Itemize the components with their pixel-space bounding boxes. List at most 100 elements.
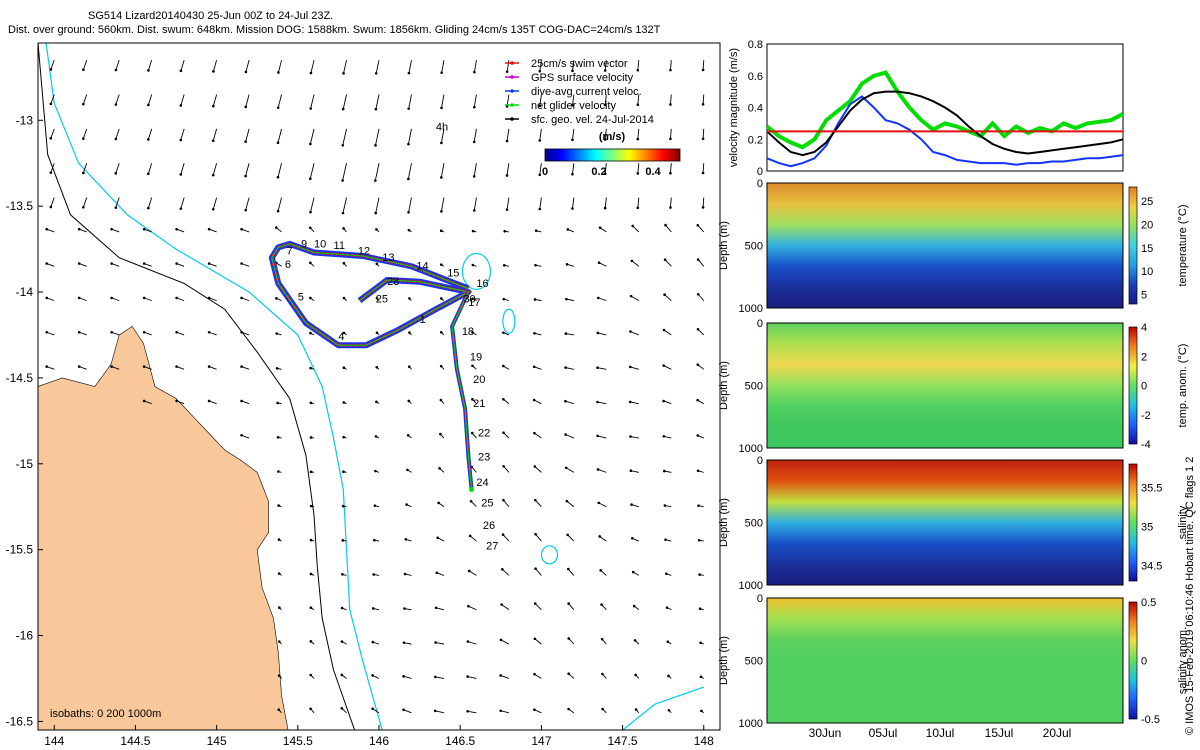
surface-velocity-arrowhead bbox=[77, 365, 81, 368]
surface-velocity-arrowhead bbox=[341, 539, 345, 542]
surface-velocity-arrowhead bbox=[207, 365, 211, 368]
surface-velocity-arrow bbox=[440, 128, 445, 144]
surface-velocity-arrowhead bbox=[534, 229, 538, 233]
colorbar-tick: 34.5 bbox=[1141, 560, 1162, 572]
surface-velocity-arrow bbox=[670, 94, 672, 105]
surface-velocity-arrow bbox=[597, 435, 607, 439]
land-polygon bbox=[38, 325, 289, 730]
map-panel: 4h9 10 11 121314151617181920212223242526272… bbox=[6, 42, 721, 748]
surface-velocity-arrowhead bbox=[669, 68, 672, 72]
surface-velocity-arrowhead bbox=[701, 206, 705, 209]
surface-velocity-arrow bbox=[82, 128, 88, 139]
surface-velocity-arrowhead bbox=[701, 137, 705, 140]
surface-velocity-arrowhead bbox=[240, 330, 243, 334]
surface-velocity-arrowhead bbox=[45, 262, 49, 265]
surface-velocity-arrowhead bbox=[342, 401, 346, 404]
surface-velocity-arrow bbox=[631, 260, 640, 267]
surface-velocity-arrow bbox=[572, 197, 575, 209]
surface-velocity-arrowhead bbox=[142, 330, 146, 334]
surface-velocity-arrowhead bbox=[277, 504, 280, 507]
surface-velocity-arrowhead bbox=[669, 171, 672, 175]
surface-velocity-arrow bbox=[180, 128, 185, 141]
heatmap-y-label: Depth (m) bbox=[718, 221, 730, 270]
surface-velocity-arrow bbox=[212, 94, 218, 107]
surface-velocity-arrowhead bbox=[533, 431, 536, 435]
surface-velocity-arrow bbox=[82, 197, 88, 208]
surface-velocity-arrowhead bbox=[533, 708, 536, 712]
surface-velocity-arrowhead bbox=[309, 470, 313, 474]
surface-velocity-arrowhead bbox=[407, 142, 410, 146]
surface-velocity-arrowhead bbox=[598, 535, 602, 538]
surface-velocity-arrowhead bbox=[566, 533, 569, 537]
surface-velocity-arrowhead bbox=[207, 262, 211, 265]
surface-velocity-arrow bbox=[632, 225, 640, 233]
surface-velocity-arrow bbox=[702, 94, 705, 105]
surface-velocity-arrowhead bbox=[565, 263, 569, 266]
surface-velocity-arrow bbox=[241, 297, 250, 302]
surface-velocity-arrowhead bbox=[175, 296, 178, 300]
surface-velocity-arrowhead bbox=[309, 707, 312, 711]
colorbar bbox=[1128, 463, 1138, 582]
surface-velocity-arrowhead bbox=[240, 399, 243, 403]
surface-velocity-arrowhead bbox=[406, 434, 410, 437]
surface-velocity-arrow bbox=[435, 676, 445, 679]
track-day-label: 9 bbox=[301, 238, 307, 250]
surface-velocity-arrowhead bbox=[407, 228, 411, 232]
surface-velocity-arrowhead bbox=[276, 106, 280, 109]
legend-label: sfc. geo. vel. 24-Jul-2014 bbox=[531, 114, 654, 126]
surface-velocity-arrowhead bbox=[309, 640, 313, 643]
surface-velocity-arrowhead bbox=[341, 179, 344, 182]
colorbar-tick: 15 bbox=[1141, 243, 1153, 255]
surface-velocity-arrow bbox=[245, 163, 250, 177]
surface-velocity-arrow bbox=[604, 163, 607, 174]
surface-velocity-arrowhead bbox=[564, 399, 567, 403]
colorbar-tick: 35.5 bbox=[1141, 482, 1162, 494]
surface-velocity-arrow bbox=[637, 94, 640, 105]
heatmap-y-tick: 1000 bbox=[739, 580, 763, 592]
surface-velocity-arrowhead bbox=[440, 176, 443, 179]
surface-velocity-arrow bbox=[176, 331, 185, 336]
surface-velocity-arrowhead bbox=[631, 224, 635, 228]
surface-velocity-arrow bbox=[539, 60, 542, 72]
surface-velocity-arrow bbox=[599, 536, 607, 542]
velocity-y-tick: 0.6 bbox=[748, 71, 763, 83]
colorbar-tick: 25 bbox=[1141, 196, 1153, 208]
surface-velocity-arrowhead bbox=[407, 107, 410, 110]
surface-velocity-arrow bbox=[503, 499, 510, 508]
surface-velocity-arrowhead bbox=[564, 433, 567, 436]
surface-velocity-arrow bbox=[566, 500, 575, 508]
surface-velocity-arrowhead bbox=[406, 468, 409, 472]
surface-velocity-arrow bbox=[598, 502, 607, 508]
reef-outline bbox=[502, 308, 516, 334]
colorbar-tick: 20 bbox=[1141, 219, 1153, 231]
surface-velocity-arrow bbox=[440, 197, 445, 212]
surface-velocity-arrowhead bbox=[466, 640, 470, 643]
surface-velocity-arrow bbox=[604, 197, 607, 209]
colorbar-tick: 35 bbox=[1141, 521, 1153, 533]
heatmap-panel bbox=[766, 322, 1124, 449]
surface-velocity-arrowhead bbox=[240, 433, 243, 437]
surface-velocity-arrowhead bbox=[114, 172, 118, 175]
surface-velocity-arrow bbox=[669, 163, 672, 174]
surface-velocity-arrowhead bbox=[175, 399, 178, 403]
surface-velocity-arrowhead bbox=[277, 470, 280, 473]
surface-velocity-arrowhead bbox=[341, 107, 345, 111]
surface-velocity-arrowhead bbox=[244, 208, 247, 212]
surface-velocity-arrowhead bbox=[566, 228, 570, 231]
surface-velocity-arrowhead bbox=[471, 229, 475, 233]
surface-velocity-arrowhead bbox=[309, 331, 312, 335]
surface-velocity-arrowhead bbox=[49, 171, 53, 174]
surface-velocity-arrowhead bbox=[49, 136, 53, 140]
surface-velocity-arrowhead bbox=[502, 297, 506, 301]
surface-velocity-arrowhead bbox=[696, 434, 700, 437]
surface-velocity-arrowhead bbox=[500, 603, 503, 606]
surface-velocity-arrow bbox=[441, 60, 445, 73]
surface-velocity-arrow bbox=[111, 331, 120, 336]
surface-velocity-arrow bbox=[46, 366, 55, 370]
track-net bbox=[271, 243, 470, 346]
surface-velocity-arrow bbox=[664, 259, 672, 267]
track-day-label: 26 bbox=[483, 520, 495, 532]
x-tick-label: 144 bbox=[44, 734, 64, 748]
surface-velocity-arrowhead bbox=[440, 71, 443, 74]
surface-velocity-arrowhead bbox=[502, 364, 505, 368]
